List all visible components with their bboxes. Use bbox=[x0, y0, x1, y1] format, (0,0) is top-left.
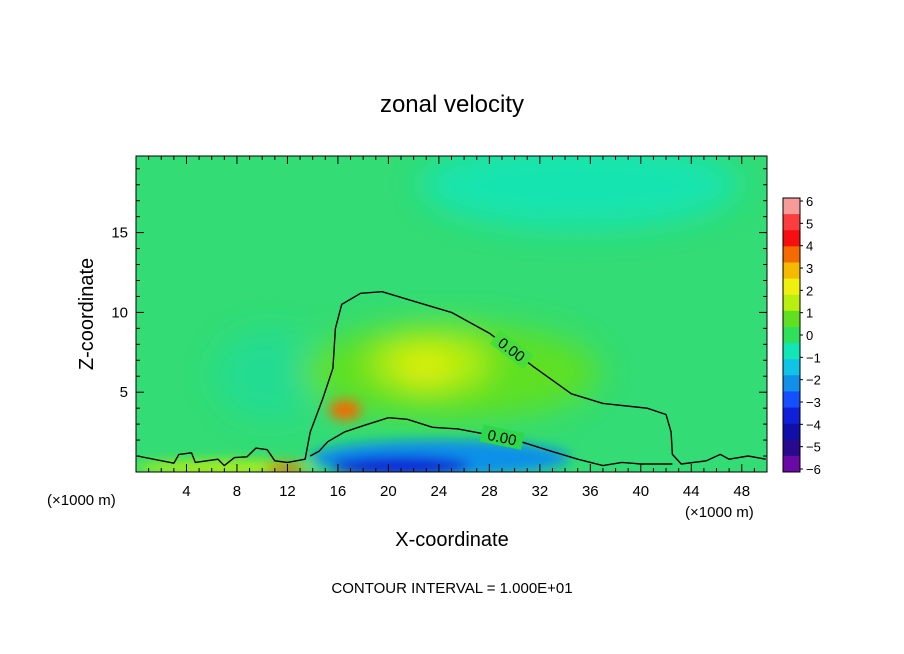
colorbar-level-label: 1 bbox=[806, 306, 813, 321]
contour-interval-footer: CONTOUR INTERVAL = 1.000E+01 bbox=[331, 580, 572, 597]
y-tick-label: 10 bbox=[111, 304, 128, 321]
x-tick-label: 36 bbox=[582, 483, 599, 500]
colorbar-level-label: 0 bbox=[806, 328, 813, 343]
x-tick-label: 8 bbox=[233, 483, 241, 500]
colorbar-swatch bbox=[783, 343, 800, 360]
colorbar-level-label: −4 bbox=[806, 417, 821, 432]
y-tick-label: 15 bbox=[111, 225, 128, 242]
colorbar-swatch bbox=[783, 407, 800, 425]
colorbar-swatch bbox=[783, 214, 800, 231]
y-axis: 5 10 15 bbox=[111, 168, 767, 457]
colorbar-swatch bbox=[783, 262, 800, 279]
contour-label-gap bbox=[489, 330, 534, 369]
colorbar-level-label: −6 bbox=[806, 462, 821, 477]
x-tick-label: 40 bbox=[632, 483, 649, 500]
colorbar-swatch bbox=[783, 375, 800, 392]
heatmap-field: 0.00 0.00 bbox=[136, 156, 767, 472]
colorbar-swatch bbox=[783, 326, 800, 344]
colorbar-swatch bbox=[783, 246, 800, 263]
x-axis-label: X-coordinate bbox=[395, 529, 508, 551]
colorbar-level-label: −5 bbox=[806, 440, 821, 455]
colorbar-level-label: 5 bbox=[806, 216, 813, 231]
jet-maximum bbox=[329, 400, 361, 420]
colorbar-swatch bbox=[783, 198, 800, 215]
contour-label: 0.00 bbox=[479, 424, 525, 450]
x-tick-label: 28 bbox=[481, 483, 498, 500]
x-tick-label: 24 bbox=[431, 483, 448, 500]
colorbar-swatch bbox=[783, 359, 800, 376]
x-unit-left: (×1000 m) bbox=[47, 492, 116, 509]
colorbar-swatch bbox=[783, 278, 800, 296]
left-weak-negative-region bbox=[215, 330, 325, 420]
colorbar-level-label: −2 bbox=[806, 373, 821, 388]
x-tick-label: 4 bbox=[182, 483, 190, 500]
contour-label-gap bbox=[479, 424, 525, 450]
surface-negative-core bbox=[330, 456, 470, 472]
colorbar-swatch bbox=[783, 455, 800, 473]
x-tick-label: 32 bbox=[531, 483, 548, 500]
x-tick-label: 48 bbox=[733, 483, 750, 500]
contour-line bbox=[309, 417, 673, 467]
colorbar-swatch bbox=[783, 310, 800, 328]
x-unit-right: (×1000 m) bbox=[685, 504, 754, 521]
contour-lines: 0.00 0.00 bbox=[137, 291, 766, 467]
x-tick-label: 12 bbox=[279, 483, 296, 500]
colorbar-swatch bbox=[783, 439, 800, 457]
colorbar-level-label: −3 bbox=[806, 395, 821, 410]
contour-label: 0.00 bbox=[489, 330, 534, 369]
colorbar-level-label: 3 bbox=[806, 261, 813, 276]
colorbar-level-label: 6 bbox=[806, 194, 813, 209]
colorbar-swatch bbox=[783, 230, 800, 247]
colorbar: 6 5 4 3 2 1 0 −1 −2 −3 −4 −5 −6 bbox=[782, 194, 821, 477]
contour-line bbox=[137, 291, 766, 467]
colorbar-level-label: 2 bbox=[806, 283, 813, 298]
colorbar-level-label: −1 bbox=[806, 350, 821, 365]
colorbar-swatch bbox=[783, 294, 800, 312]
x-tick-label: 16 bbox=[330, 483, 347, 500]
x-tick-label: 20 bbox=[380, 483, 397, 500]
y-axis-label: Z-coordinate bbox=[76, 258, 98, 370]
chart-title: zonal velocity bbox=[380, 91, 524, 118]
upper-negative-region bbox=[420, 156, 740, 230]
x-axis: 4 8 12 16 20 24 28 32 36 40 44 48 bbox=[148, 156, 755, 500]
colorbar-swatch bbox=[783, 423, 800, 441]
colorbar-swatch bbox=[783, 391, 800, 408]
y-tick-label: 5 bbox=[120, 384, 128, 401]
positive-core-max bbox=[403, 354, 447, 382]
colorbar-level-label: 4 bbox=[806, 239, 813, 254]
contour-label-text: 0.00 bbox=[486, 427, 518, 450]
x-tick-label: 44 bbox=[683, 483, 700, 500]
